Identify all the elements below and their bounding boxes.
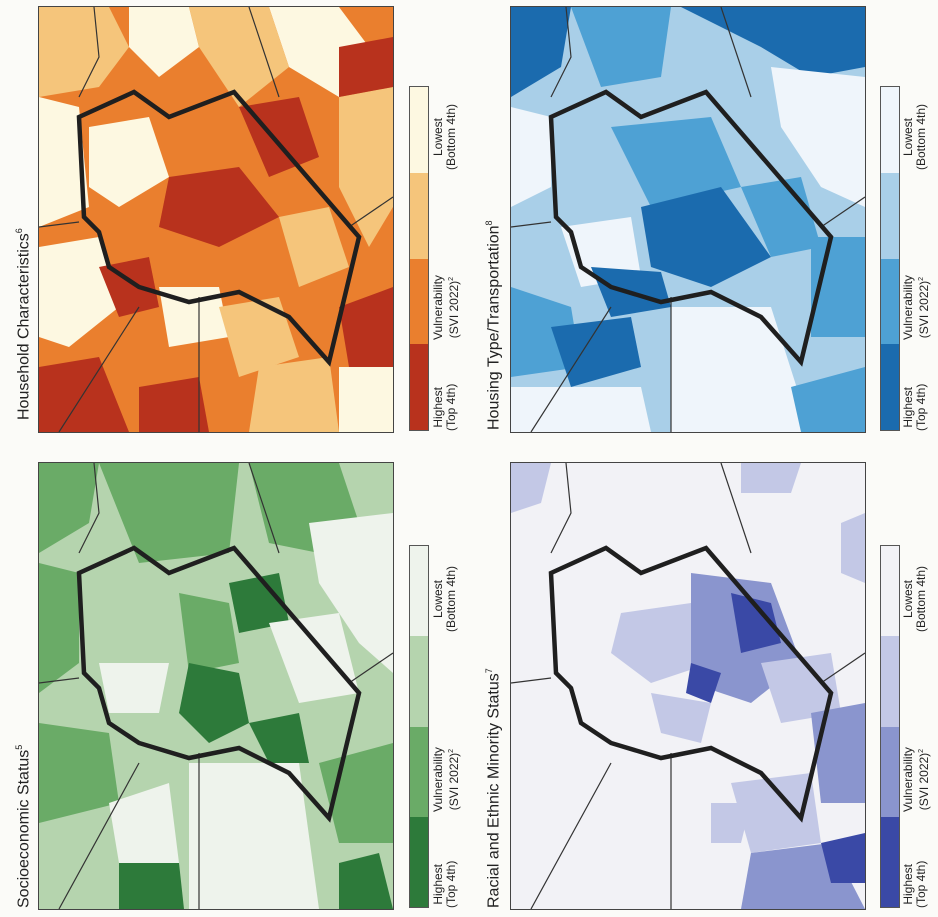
legend-lowest-label: Lowest (Bottom 4th) [431,565,458,632]
legend-swatch-highest [881,816,899,907]
legend-lowest-label: Lowest (Bottom 4th) [901,565,928,632]
legend-swatch-3 [881,172,899,259]
legend-lowest-label: Lowest (Bottom 4th) [431,103,458,170]
legend-highest-label: Highest (Top 4th) [431,383,458,431]
legend-vulnerability-label: Vulnerability (SVI 2022)2 [901,747,931,812]
legend-vulnerability-label: Vulnerability (SVI 2022)2 [431,747,461,812]
legend-vulnerability-label: Vulnerability (SVI 2022)2 [431,275,461,340]
choropleth-map [510,462,866,910]
legend-swatch-3 [881,636,899,727]
legend-swatch-lowest [881,87,899,173]
legend-swatch-lowest [881,546,899,637]
panel-title: Housing Type/Transportation8 [484,220,503,430]
legend-swatch-2 [881,726,899,817]
choropleth-map [38,6,394,433]
panel-title: Household Characteristics6 [14,228,33,420]
legend-swatch-2 [410,726,428,817]
legend-swatch-highest [410,816,428,907]
legend-color-bar [409,86,429,431]
choropleth-map [38,462,394,910]
legend-color-bar [409,545,429,908]
legend-vulnerability-label: Vulnerability (SVI 2022)2 [901,275,931,340]
legend-swatch-3 [410,636,428,727]
legend-swatch-highest [881,344,899,430]
panel-title: Socioeconomic Status5 [14,744,33,908]
legend-color-bar [880,86,900,431]
legend-swatch-2 [410,258,428,345]
legend-highest-label: Highest (Top 4th) [431,860,458,908]
legend-swatch-highest [410,344,428,430]
choropleth-map [510,6,866,433]
legend-swatch-3 [410,172,428,259]
legend-highest-label: Highest (Top 4th) [901,383,928,431]
panel-title: Racial and Ethnic Minority Status7 [484,668,503,908]
legend-swatch-lowest [410,546,428,637]
legend-swatch-lowest [410,87,428,173]
legend-swatch-2 [881,258,899,345]
legend-highest-label: Highest (Top 4th) [901,860,928,908]
legend-color-bar [880,545,900,908]
legend-lowest-label: Lowest (Bottom 4th) [901,103,928,170]
